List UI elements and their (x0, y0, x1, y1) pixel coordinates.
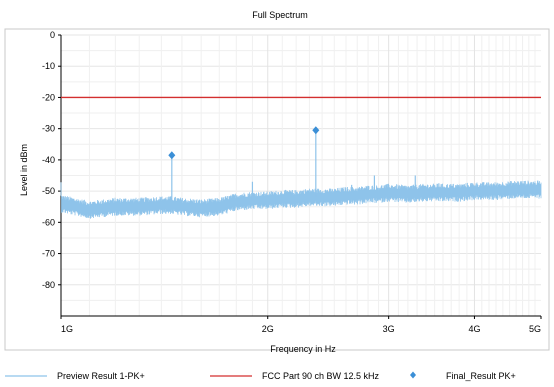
legend-label: FCC Part 90 ch BW 12.5 kHz (262, 371, 380, 381)
final-result-marker (312, 126, 320, 135)
preview-trace (60, 180, 542, 219)
y-tick-label: -80 (42, 280, 55, 290)
x-tick-label: 3G (383, 324, 395, 334)
y-tick-label: -40 (42, 155, 55, 165)
y-axis-label: Level in dBm (19, 144, 29, 196)
y-tick-label: -60 (42, 217, 55, 227)
y-tick-label: -50 (42, 186, 55, 196)
plot-frame (4, 28, 550, 351)
legend-label: Final_Result PK+ (446, 371, 516, 381)
x-tick-label: 5G (529, 324, 541, 334)
tick-labels: 0 -10 -20 -30 -40 -50 -60 -70 -80 1G 2G 3G 4G 5G (42, 30, 541, 334)
y-tick-label: 0 (50, 30, 55, 40)
chart-title: Full Spectrum (252, 10, 308, 20)
legend: Preview Result 1-PK+ FCC Part 90 ch BW 12… (5, 371, 516, 381)
series-layer (60, 96, 542, 219)
legend-swatch (410, 371, 416, 379)
final-result-marker (168, 151, 176, 160)
y-tick-label: -30 (42, 124, 55, 134)
x-tick-label: 1G (61, 324, 73, 334)
x-tick-label: 2G (262, 324, 274, 334)
grid (61, 34, 541, 316)
y-tick-label: -10 (42, 61, 55, 71)
x-tick-label: 4G (468, 324, 480, 334)
y-tick-label: -70 (42, 249, 55, 259)
x-axis-label: Frequency in Hz (270, 344, 336, 354)
y-tick-label: -20 (42, 92, 55, 102)
legend-label: Preview Result 1-PK+ (57, 371, 145, 381)
axes (58, 34, 542, 319)
